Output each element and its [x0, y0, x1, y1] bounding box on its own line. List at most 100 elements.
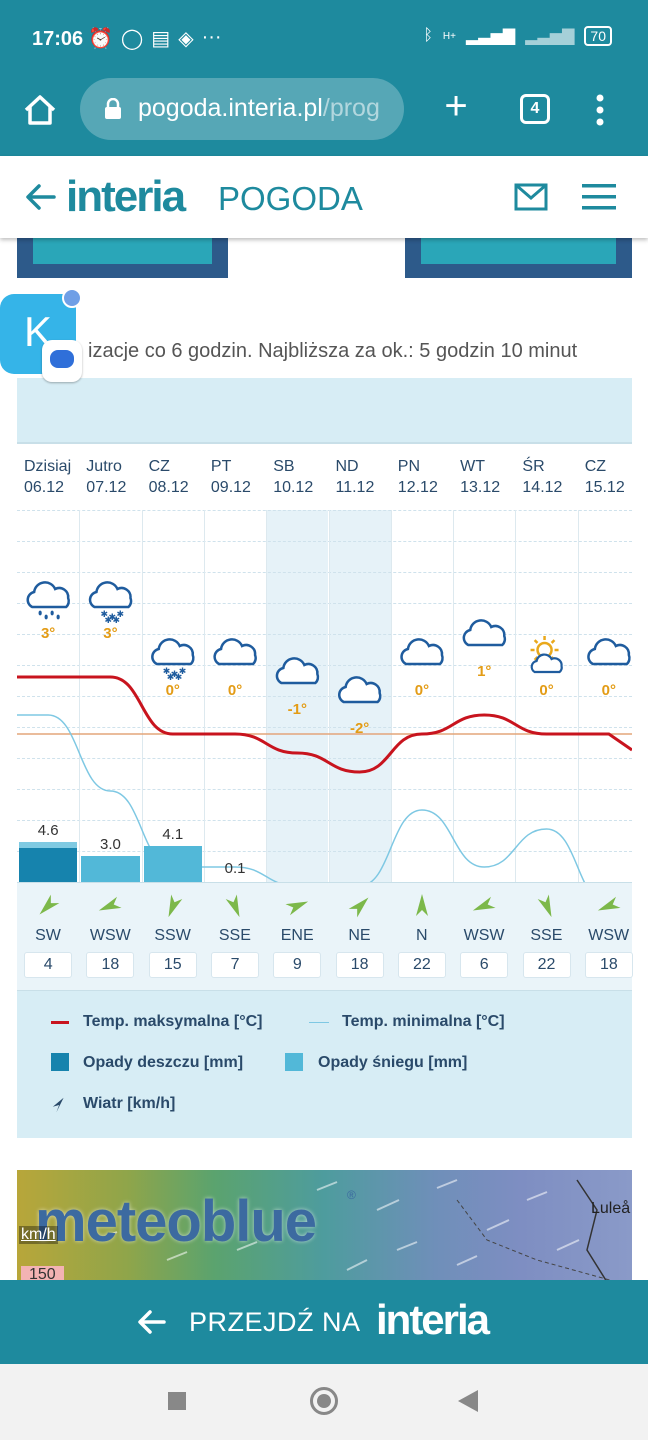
map-scale-value: 150 — [21, 1266, 64, 1282]
day-date: 09.12 — [210, 479, 251, 496]
day-name: Dzisiaj — [24, 458, 72, 475]
day-header: CZ 08.12 — [142, 456, 204, 498]
svg-text:✱: ✱ — [116, 610, 124, 620]
day-date: 14.12 — [522, 479, 563, 496]
messages-icon[interactable] — [42, 340, 82, 382]
day-date: 11.12 — [335, 479, 375, 496]
max-temp-label: 0° — [165, 682, 180, 699]
system-icons: ᛒ H+ ▂▃▅▇ ▂▃▅▇ 70 — [423, 26, 612, 46]
svg-text:✱: ✱ — [171, 670, 179, 680]
day-date: 07.12 — [86, 479, 127, 496]
day-header: WT 13.12 — [453, 456, 515, 498]
day-date: 06.12 — [24, 479, 65, 496]
column-divider — [141, 510, 143, 990]
more-notifications-icon: ··· — [201, 26, 222, 48]
precip-value: 3.0 — [100, 835, 121, 853]
browser-menu-icon[interactable] — [592, 92, 608, 128]
max-temp-label: 0° — [601, 682, 617, 699]
day-name: ND — [335, 458, 359, 475]
wind-arrow-icon — [473, 896, 496, 911]
home-button[interactable] — [310, 1387, 338, 1415]
legend-snow: Opady śniegu [mm] — [318, 1054, 468, 1071]
ad-banner-right[interactable] — [405, 238, 632, 278]
day-name: PN — [397, 458, 421, 475]
day-header: CZ 15.12 — [578, 456, 640, 498]
wind-direction: SSE — [218, 927, 251, 944]
day-name: Jutro — [86, 458, 122, 475]
wind-speed: 4 — [24, 952, 73, 978]
day-date: 13.12 — [460, 479, 501, 496]
svg-text:✱: ✱ — [163, 667, 171, 677]
snow-bar — [143, 846, 202, 882]
status-bar: 17:06 ⏰ ◯ ▤ ◈ ··· ᛒ H+ ▂▃▅▇ ▂▃▅▇ 70 — [0, 0, 648, 78]
wind-arrow-icon — [537, 894, 552, 918]
wind-speed: 22 — [522, 952, 571, 978]
wind-direction: WSW — [463, 927, 505, 944]
day-name: SB — [273, 458, 295, 475]
max-temp-label: 3° — [103, 625, 118, 642]
day-header: ND 11.12 — [329, 456, 391, 498]
tab-switcher-button[interactable]: 4 — [520, 94, 550, 124]
ad-banner-left[interactable] — [17, 238, 228, 278]
svg-text:✱: ✱ — [179, 667, 187, 677]
column-divider — [453, 510, 455, 990]
wind-arrow-icon — [348, 897, 369, 918]
max-temp-swatch — [51, 1021, 69, 1024]
wind-direction: SSE — [530, 927, 563, 944]
wind-speed: 7 — [211, 952, 260, 978]
max-temp-line — [17, 675, 632, 774]
column-divider — [577, 510, 579, 990]
lock-icon — [105, 98, 121, 119]
wind-speed: 9 — [273, 952, 322, 978]
day-header: PT 09.12 — [204, 456, 266, 498]
day-name: PT — [210, 458, 232, 475]
map-streaks — [96, 1179, 618, 1282]
meteoblue-logo: meteoblue — [35, 1189, 317, 1254]
wind-direction: SSW — [154, 927, 191, 944]
back-button[interactable] — [458, 1390, 478, 1412]
grid-line — [17, 510, 632, 511]
min-temp-swatch — [309, 1022, 329, 1023]
wind-speed: 22 — [397, 952, 446, 978]
hamburger-menu-icon[interactable] — [582, 182, 616, 212]
goto-interia-bar[interactable]: PRZEJDŹ NA interia — [0, 1280, 648, 1364]
back-arrow-icon[interactable] — [24, 180, 58, 214]
url-rest: /prog — [322, 94, 380, 122]
max-temp-label: -2° — [349, 720, 370, 737]
grid-line — [17, 603, 632, 604]
arrow-left-icon — [138, 1310, 166, 1334]
meteoblue-map[interactable]: meteoblue ® km/h 150 Luleå — [17, 1170, 632, 1282]
whatsapp-icon: ◯ — [120, 28, 144, 50]
column-divider — [79, 510, 81, 990]
grid-line — [17, 572, 632, 573]
wind-arrow-icon — [39, 894, 60, 915]
bubble-notification-dot — [62, 288, 82, 308]
grid-line — [17, 851, 632, 852]
svg-text:✱: ✱ — [108, 613, 116, 623]
wind-direction: WSW — [89, 927, 131, 944]
grid-line — [17, 665, 632, 666]
day-date: 12.12 — [397, 479, 438, 496]
legend-wind: Wiatr [km/h] — [83, 1095, 176, 1112]
max-temp-label: 1° — [477, 663, 492, 680]
max-temp-label: 0° — [227, 682, 243, 699]
wind-arrow-icon — [168, 894, 183, 918]
mail-icon[interactable] — [514, 183, 548, 211]
day-date: 08.12 — [148, 479, 189, 496]
map-city-label: Luleå — [591, 1200, 631, 1217]
svg-text:✱: ✱ — [167, 673, 175, 683]
home-icon[interactable] — [20, 90, 60, 130]
address-bar[interactable]: pogoda.interia.pl/prog — [80, 78, 404, 140]
grid-line — [17, 541, 632, 542]
signal-icon-2: ▂▃▅▇ — [525, 28, 575, 45]
interia-logo[interactable]: interia — [66, 172, 186, 221]
alarm-icon: ⏰ — [88, 28, 113, 50]
pogoda-logo[interactable]: POGODA — [218, 180, 363, 217]
recent-apps-button[interactable] — [168, 1392, 186, 1410]
new-tab-button[interactable]: + — [444, 84, 468, 128]
forecast-chart: ✱ ✱ ✱ ✱ ✱ ✱ ✱ ✱ ✱ ✱ Dzisiaj 06.12 3° 4.6 SW 4 Jutro 07.1… — [17, 378, 633, 990]
grid-line — [17, 696, 632, 697]
signal-label: H+ — [442, 30, 456, 42]
update-note: izacje co 6 godzin. Najbliższa za ok.: 5… — [88, 340, 578, 362]
wind-speed: 18 — [335, 952, 384, 978]
